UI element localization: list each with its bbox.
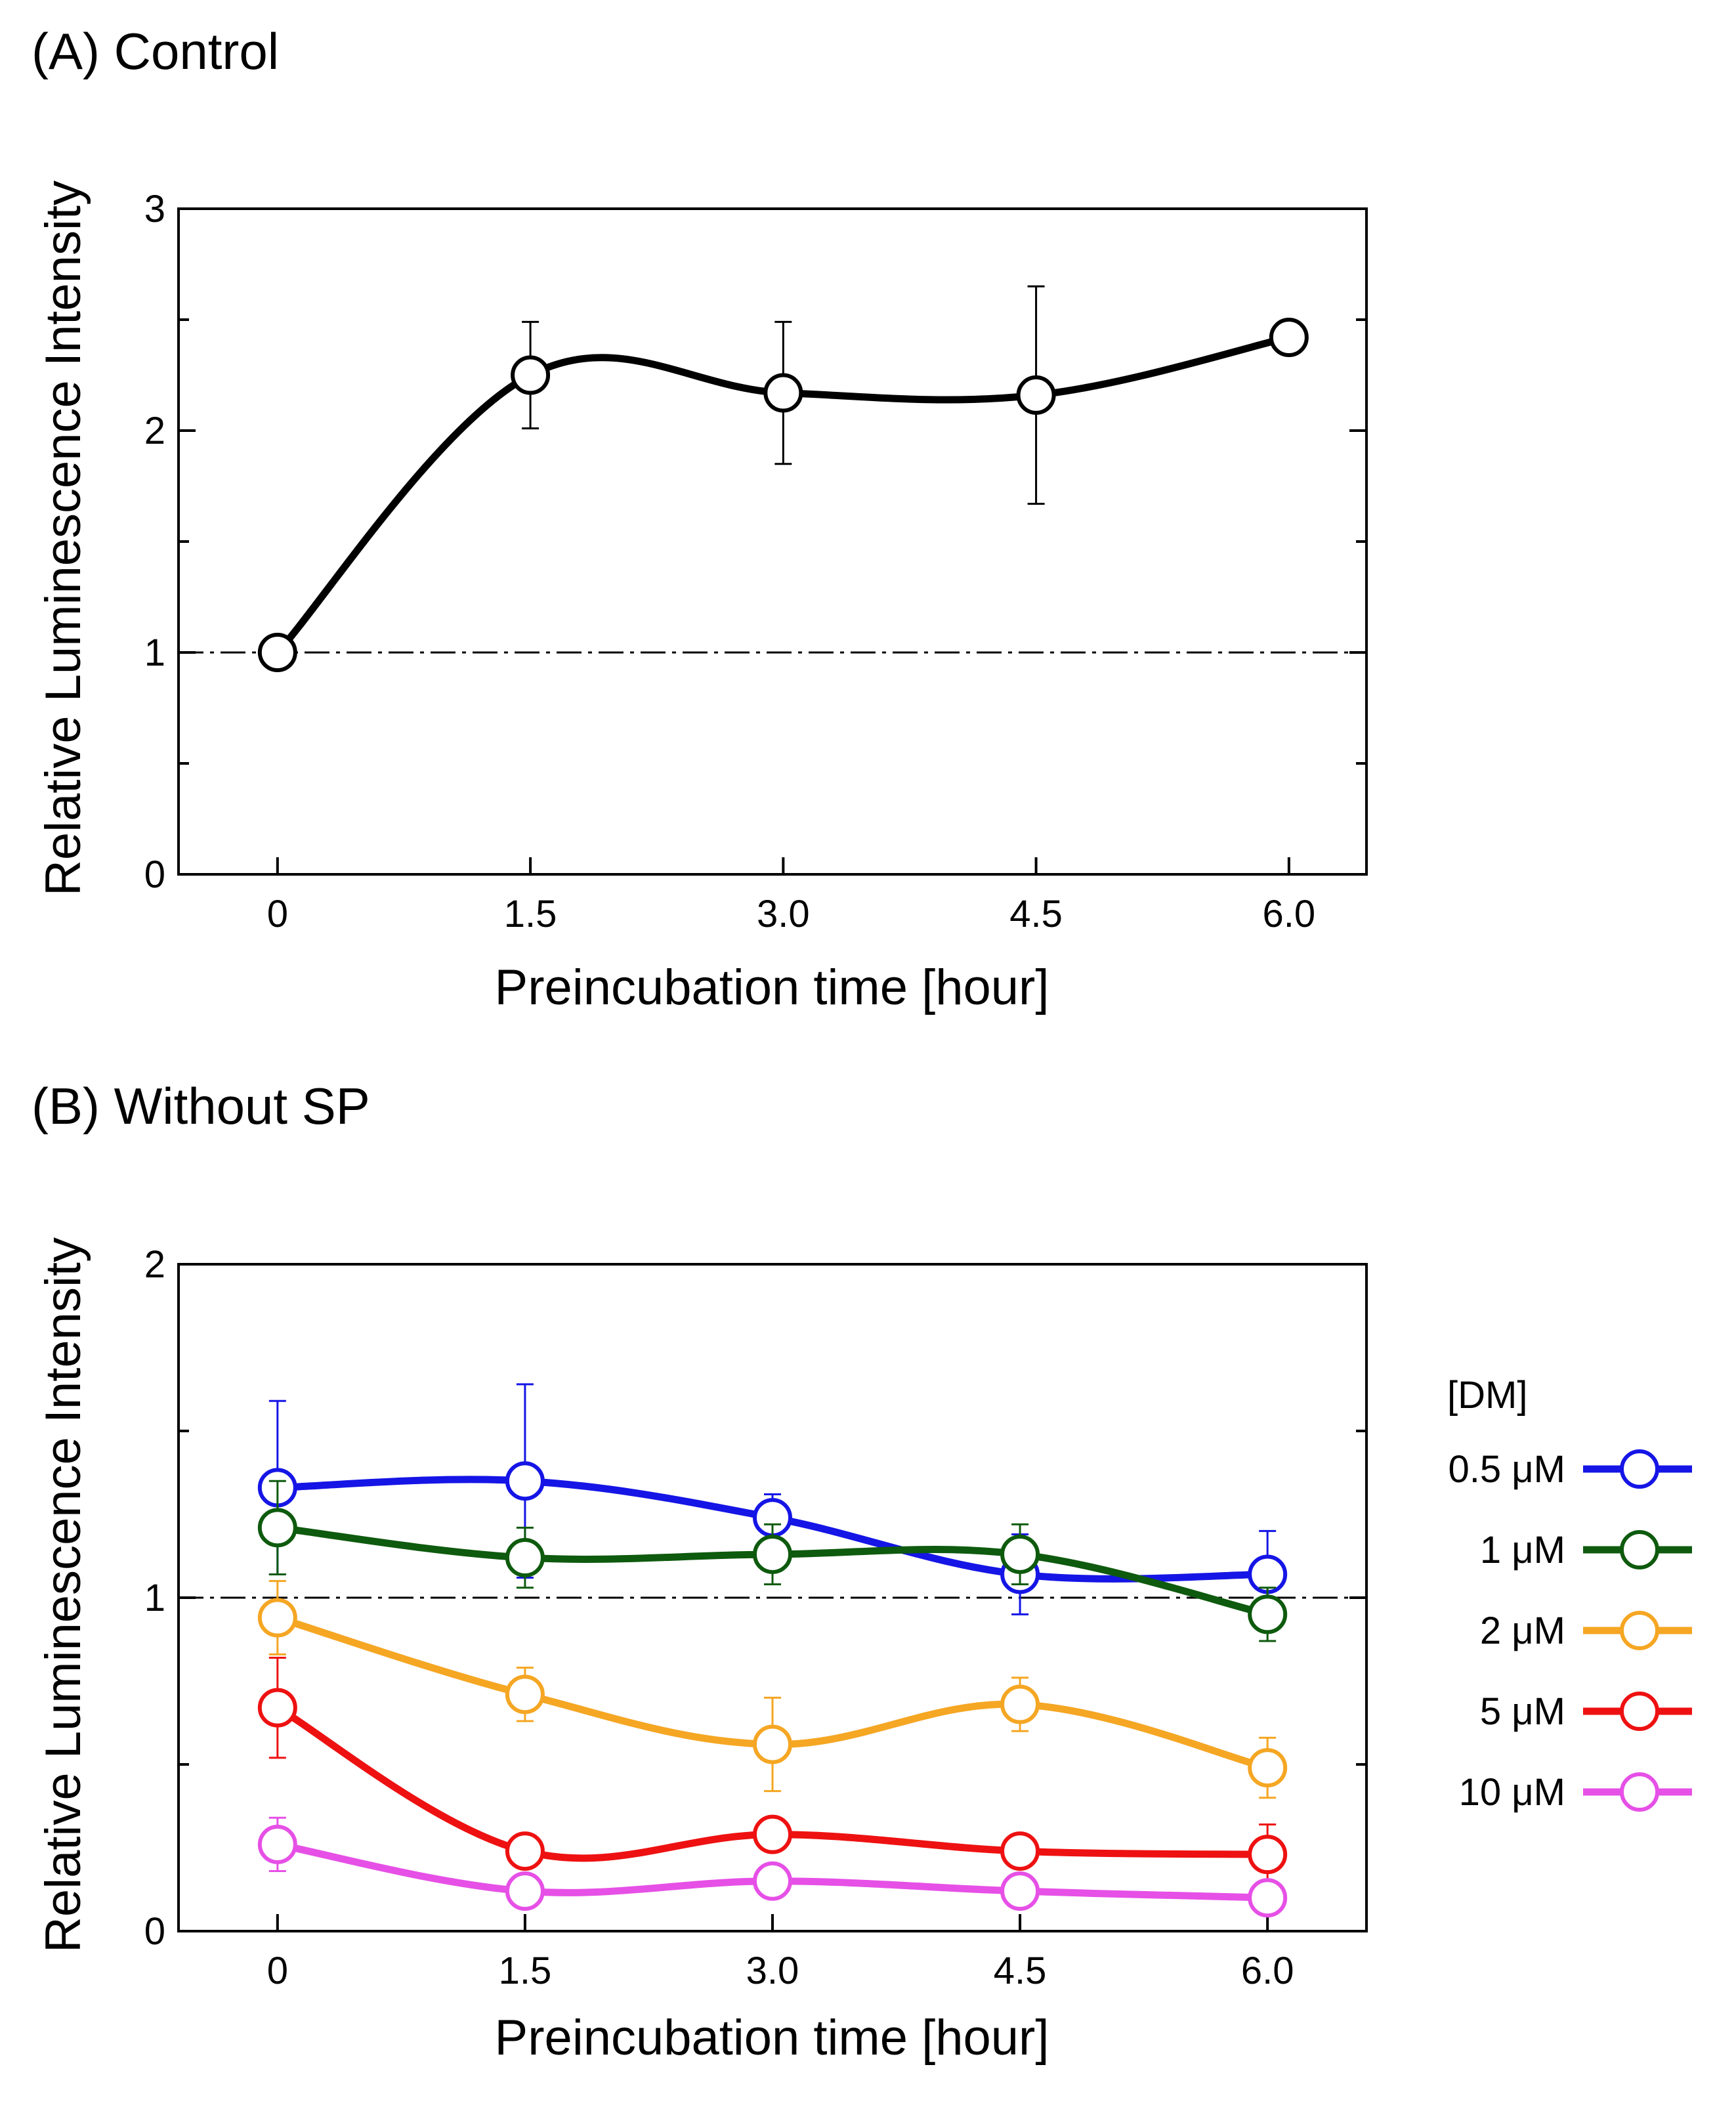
panel-b-series-2-point (753, 1724, 792, 1764)
panel-b-series-1-point (257, 1508, 297, 1548)
panel-b-series-3-point (1000, 1831, 1040, 1871)
panel-b-series-2-point (1248, 1748, 1288, 1788)
panel-a-plot-area: 0 1 2 3 0 1.5 3.0 4.5 6.0 (144, 188, 1368, 935)
panel-b-series-0-point (505, 1461, 545, 1501)
panel-a-x-axis-label: Preincubation time [hour] (495, 960, 1049, 1015)
panel-b-series-3-point (257, 1688, 297, 1728)
panel-b-series-1-point (505, 1538, 545, 1578)
panel-b-series-1 (257, 1480, 1288, 1642)
panel-a-series-0-point (1269, 318, 1309, 358)
panel-b-series-3-point (1248, 1835, 1288, 1875)
panel-b-series-2-point (1000, 1684, 1040, 1724)
panel-b-series-2-point (505, 1674, 545, 1715)
panel-a-series-0-line (274, 333, 1293, 656)
panel-b-series-1-point (1000, 1534, 1040, 1574)
panel-b-series-4-point (753, 1861, 792, 1901)
panel-b-x-tick-label: 3.0 (746, 1950, 799, 1992)
legend-label: 2 μM (1480, 1610, 1565, 1652)
panel-b-x-tick-label: 6.0 (1241, 1950, 1294, 1992)
panel-b-series-4-point (505, 1871, 545, 1911)
panel-b-x-tick-label: 1.5 (499, 1950, 552, 1992)
panel-a-title: (A) Control (32, 22, 279, 80)
panel-a-frame (177, 207, 1368, 876)
panel-a-y-tick-label: 1 (144, 631, 165, 674)
panel-a-x-tick-label: 4.5 (1009, 893, 1063, 935)
panel-a-series-0-point (1016, 375, 1056, 415)
panel-b-series-2 (257, 1580, 1288, 1799)
panel-a-y-tick-label: 0 (144, 853, 165, 896)
panel-a-x-tick-label: 3.0 (757, 893, 810, 935)
panel-b-series-2-point (257, 1598, 297, 1638)
panel-b-title: (B) Without SP (32, 1077, 370, 1135)
panel-b-y-tick-label: 1 (144, 1577, 165, 1619)
panel-b-series-4-point (257, 1824, 297, 1864)
chart-panel-without-sp: (B) Without SP Relative Luminescence Int… (32, 1077, 1692, 2066)
panel-a-series-0-point (763, 373, 803, 413)
panel-b-series-1-point (753, 1534, 792, 1574)
legend-marker (1620, 1611, 1659, 1650)
panel-b-x-tick-label: 4.5 (994, 1950, 1047, 1992)
panel-b-x-tick-label: 0 (267, 1950, 288, 1992)
panel-b-series-1-point (1248, 1594, 1288, 1634)
legend-label: 0.5 μM (1449, 1448, 1565, 1491)
panel-b-y-tick-label: 2 (144, 1243, 165, 1286)
panel-a-x-tick-label: 0 (267, 893, 288, 935)
panel-b-series-3-point (753, 1814, 792, 1854)
panel-a-series-0 (257, 285, 1309, 672)
panel-b-y-tick-label: 0 (144, 1910, 165, 1953)
panel-a-y-tick-label: 3 (144, 188, 165, 230)
panel-a-y-tick-label: 2 (144, 410, 165, 452)
panel-a-series-0-point (257, 633, 297, 672)
panel-b-series-4 (257, 1816, 1288, 1918)
legend: [DM] 0.5 μM 1 μM 2 μM 5 μM 10 μM (1447, 1374, 1692, 1814)
legend-label: 5 μM (1480, 1690, 1565, 1733)
panel-a-y-axis-label: Relative Luminescence Intensity (35, 181, 91, 896)
panel-b-x-axis-label: Preincubation time [hour] (495, 2010, 1049, 2066)
legend-label: 1 μM (1480, 1529, 1565, 1571)
legend-marker (1620, 1530, 1659, 1569)
legend-title: [DM] (1447, 1374, 1527, 1417)
chart-panel-control: (A) Control Relative Luminescence Intens… (32, 22, 1368, 1015)
panel-b-series-3-point (505, 1831, 545, 1871)
legend-label: 10 μM (1459, 1771, 1565, 1814)
panel-a-x-tick-label: 6.0 (1263, 893, 1316, 935)
legend-marker (1620, 1449, 1659, 1489)
panel-b-series-3 (257, 1656, 1288, 1886)
panel-b-series-4-point (1248, 1878, 1288, 1918)
panel-b-plot-area: 0 1 2 0 1.5 3.0 4.5 6.0 (144, 1243, 1368, 1992)
panel-b-series-4-point (1000, 1871, 1040, 1911)
legend-marker (1620, 1772, 1659, 1812)
legend-marker (1620, 1692, 1659, 1731)
panel-b-y-axis-label: Relative Luminescence Intensity (35, 1237, 91, 1953)
panel-a-series-0-point (511, 355, 551, 395)
panel-a-x-tick-label: 1.5 (504, 893, 557, 935)
